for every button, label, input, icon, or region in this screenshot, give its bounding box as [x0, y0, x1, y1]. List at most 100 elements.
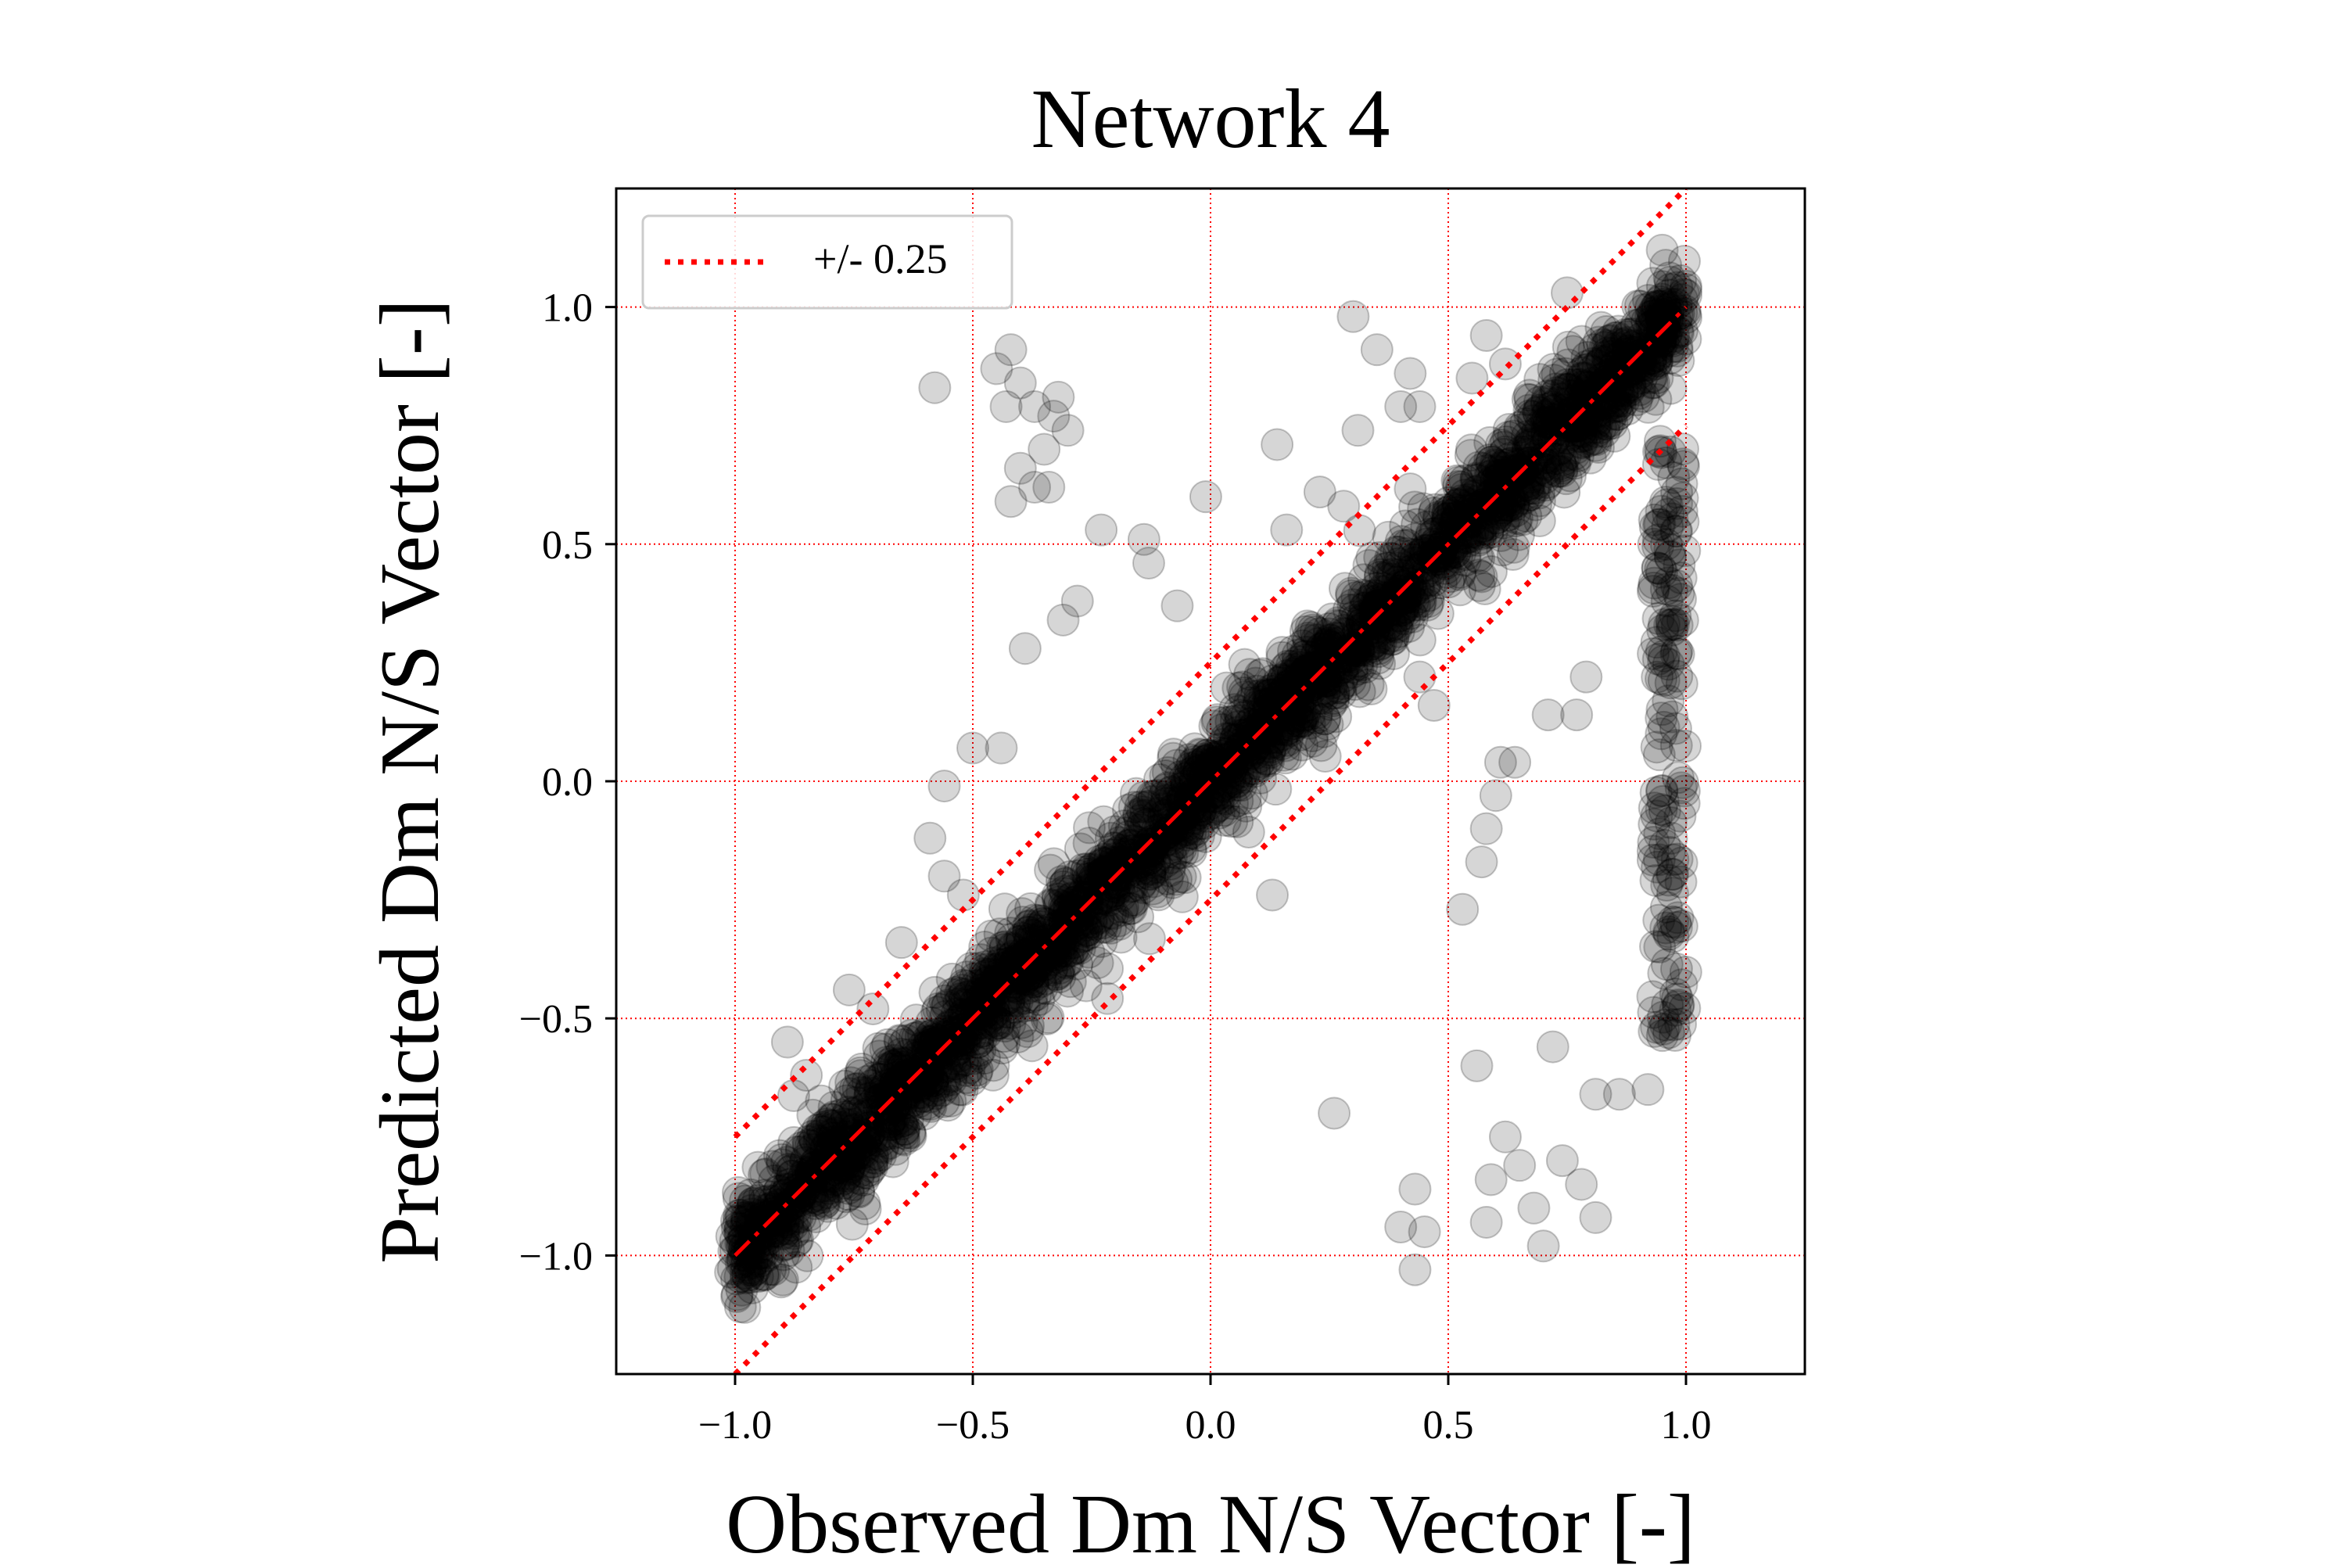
- data-point: [877, 1090, 910, 1124]
- data-point: [1182, 754, 1215, 788]
- data-point: [889, 1059, 923, 1093]
- data-point: [1336, 651, 1369, 684]
- data-point: [1389, 509, 1422, 543]
- data-point: [961, 1037, 995, 1071]
- data-point: [1462, 523, 1495, 557]
- data-point: [1000, 985, 1034, 1018]
- data-point: [1256, 664, 1290, 698]
- data-point: [1620, 308, 1653, 342]
- data-point: [1612, 374, 1646, 407]
- data-point: [1415, 554, 1448, 587]
- data-point: [1612, 318, 1646, 351]
- data-point: [1228, 680, 1261, 714]
- data-point: [1669, 296, 1702, 330]
- data-point: [1273, 705, 1307, 739]
- data-point: [1132, 836, 1166, 870]
- data-point: [1201, 703, 1235, 737]
- data-point: [877, 1091, 911, 1125]
- data-point: [1075, 861, 1109, 895]
- data-point: [1332, 637, 1365, 670]
- data-point: [1038, 929, 1071, 963]
- data-point: [1098, 815, 1132, 849]
- data-point: [1015, 1029, 1049, 1063]
- data-point: [850, 1096, 884, 1130]
- data-point: [1257, 682, 1291, 716]
- data-point: [947, 998, 981, 1032]
- data-point: [1465, 845, 1498, 879]
- data-point: [1624, 332, 1658, 365]
- data-point: [1484, 450, 1518, 484]
- data-point: [1109, 816, 1143, 850]
- data-point: [1401, 569, 1435, 602]
- data-point: [795, 1132, 829, 1166]
- data-point: [1602, 1078, 1636, 1111]
- data-point: [1183, 796, 1217, 830]
- data-point: [1515, 422, 1548, 456]
- data-point: [1327, 490, 1361, 523]
- data-point: [1488, 347, 1522, 381]
- data-point: [989, 389, 1023, 423]
- data-point: [1488, 1120, 1522, 1154]
- data-point: [762, 1139, 796, 1172]
- data-point: [817, 1090, 851, 1124]
- data-point: [1336, 588, 1370, 622]
- data-point: [1636, 332, 1670, 366]
- data-point: [1001, 954, 1035, 988]
- data-point: [1620, 335, 1654, 369]
- data-point: [1654, 371, 1688, 405]
- data-point: [995, 931, 1029, 965]
- data-point: [1269, 713, 1303, 747]
- data-point: [1519, 466, 1553, 500]
- data-point: [1487, 491, 1520, 525]
- data-point: [1458, 479, 1492, 512]
- data-point: [1644, 327, 1677, 361]
- data-point: [970, 1017, 1003, 1050]
- data-point: [1024, 965, 1057, 999]
- data-point: [1340, 629, 1374, 662]
- data-point: [946, 878, 980, 912]
- data-point: [759, 1196, 792, 1229]
- data-point: [1132, 547, 1165, 580]
- data-point: [1138, 827, 1171, 860]
- data-point: [1647, 644, 1681, 678]
- data-point: [1489, 435, 1523, 468]
- data-point: [1428, 538, 1462, 572]
- data-point: [1275, 705, 1309, 738]
- data-point: [1624, 361, 1658, 395]
- data-point: [1627, 293, 1661, 327]
- data-point: [1072, 862, 1106, 895]
- data-point: [762, 1187, 796, 1221]
- data-point: [870, 1068, 904, 1102]
- data-point: [1383, 568, 1416, 601]
- data-point: [1261, 720, 1294, 754]
- data-point: [1281, 655, 1315, 688]
- data-point: [884, 1064, 917, 1097]
- data-point: [1103, 907, 1136, 941]
- data-point: [871, 1093, 905, 1126]
- data-point: [1232, 815, 1265, 849]
- data-point: [1085, 513, 1118, 547]
- data-point: [1253, 736, 1286, 770]
- data-point: [1172, 743, 1206, 777]
- data-point: [1524, 413, 1558, 447]
- y-tick-label: 1.0: [542, 286, 593, 331]
- data-point: [1008, 632, 1042, 666]
- data-point: [1094, 911, 1128, 945]
- data-point: [1382, 535, 1415, 569]
- data-point: [1006, 897, 1039, 931]
- data-point: [1625, 328, 1659, 362]
- data-point: [877, 1050, 910, 1083]
- data-point: [1361, 590, 1395, 623]
- data-point: [1174, 831, 1207, 865]
- data-point: [1503, 413, 1537, 447]
- data-point: [1266, 662, 1300, 696]
- data-point: [837, 1114, 870, 1147]
- data-point: [775, 1159, 809, 1193]
- data-point: [1413, 541, 1447, 575]
- data-point: [1229, 743, 1262, 777]
- data-point: [799, 1200, 833, 1234]
- data-point: [970, 980, 1004, 1014]
- data-point: [794, 1129, 827, 1163]
